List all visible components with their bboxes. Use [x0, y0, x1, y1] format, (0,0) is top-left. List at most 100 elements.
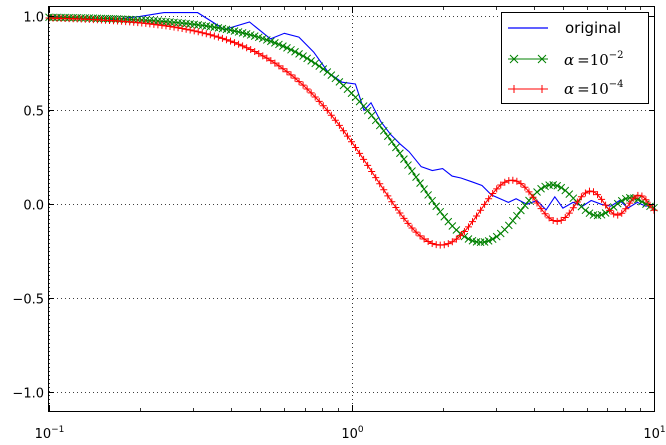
series-alpha-4-marker — [444, 240, 452, 248]
series-alpha-4-marker — [577, 193, 585, 201]
series-alpha-4-marker — [206, 31, 214, 39]
legend-exp-2: −2 — [609, 50, 624, 61]
series-alpha-2-marker — [319, 65, 328, 73]
series-alpha-4-marker — [424, 238, 432, 246]
series-alpha-4-marker — [529, 193, 537, 201]
series-alpha-2-marker — [396, 149, 404, 158]
series-alpha-4-marker — [416, 232, 424, 240]
series-alpha-2-marker — [279, 42, 287, 50]
series-alpha-2-marker — [492, 232, 501, 241]
series-alpha-2-marker — [387, 137, 396, 146]
series-alpha-4-marker — [646, 201, 654, 209]
series-alpha-2-marker — [371, 116, 380, 125]
series-alpha-2-marker — [557, 183, 566, 192]
series-alpha-2-marker — [440, 212, 449, 221]
series-alpha-4-marker — [460, 228, 468, 236]
series-alpha-4-marker — [545, 214, 553, 222]
series-alpha-4-marker — [343, 132, 351, 140]
series-alpha-4-marker — [420, 235, 428, 243]
series-alpha-4-marker — [541, 210, 549, 218]
series-alpha-4-marker — [396, 209, 404, 217]
series-alpha-4-marker — [489, 190, 497, 198]
series-alpha-4-marker — [352, 144, 360, 152]
series-alpha-2-marker — [383, 132, 392, 141]
series-alpha-4-marker — [154, 21, 162, 29]
y-tick-label: −0.5 — [12, 293, 44, 308]
series-original-line — [48, 12, 655, 211]
x-tick-label: 100 — [341, 425, 364, 442]
series-alpha-4-marker — [356, 149, 364, 157]
series-alpha-2-marker — [553, 181, 562, 190]
legend-eq-2: =10 — [577, 51, 609, 69]
legend-swatch-marker — [509, 54, 519, 64]
y-tick-label: 1.0 — [23, 11, 44, 26]
series-alpha-2-marker — [303, 54, 311, 63]
series-alpha-2-marker — [613, 199, 622, 208]
series-alpha-4-marker — [509, 176, 517, 184]
series-alpha-4-marker — [590, 188, 597, 196]
series-alpha-4-marker — [622, 205, 630, 213]
y-tick-label: 0.0 — [23, 199, 44, 214]
legend-label-original: original — [565, 19, 621, 37]
series-alpha-4-marker — [227, 37, 234, 45]
series-alpha-4-marker — [214, 33, 222, 41]
series-alpha-4-marker — [630, 194, 638, 202]
series-alpha-4-marker — [327, 111, 335, 119]
legend-eq-4: =10 — [577, 80, 609, 98]
series-alpha-2-marker — [262, 36, 271, 44]
legend-exp-4: −4 — [609, 79, 624, 90]
series-alpha-4-marker — [166, 23, 174, 31]
series-alpha-2-marker — [323, 68, 332, 76]
series-alpha-4-marker — [222, 36, 230, 44]
legend-swatch-marker — [510, 85, 518, 93]
series-alpha-4-marker — [315, 97, 323, 105]
series-alpha-4-marker — [464, 223, 472, 231]
series-alpha-2-marker — [307, 57, 316, 65]
legend: original α =10−2 α =10−4 — [501, 12, 649, 104]
series-alpha-2-marker — [533, 188, 541, 196]
series-alpha-4-marker — [392, 203, 400, 211]
legend-alpha-symbol-2: α — [564, 51, 574, 69]
series-alpha-2-marker — [266, 37, 275, 46]
series-alpha-4-marker — [275, 62, 283, 70]
series-alpha-4-marker — [412, 228, 420, 236]
series-alpha-2-marker — [379, 126, 388, 135]
series-alpha-2-marker — [375, 121, 384, 130]
series-alpha-4-marker — [194, 28, 202, 36]
series-alpha-4-marker — [158, 21, 166, 29]
series-alpha-4-marker — [331, 116, 339, 124]
series-alpha-4-marker — [263, 54, 271, 62]
series-alpha-2-marker — [420, 185, 428, 193]
y-tick-label: −1.0 — [12, 387, 44, 402]
series-alpha-4-marker — [408, 224, 416, 232]
series-alpha-4-marker — [291, 74, 299, 82]
series-alpha-4-marker — [594, 191, 602, 199]
series-alpha-4-marker — [497, 181, 505, 189]
series-alpha-4-marker — [581, 189, 589, 197]
series-alpha-4-marker — [573, 198, 581, 206]
series-alpha-4-marker — [198, 29, 206, 37]
series-alpha-4-marker — [493, 185, 501, 193]
series-alpha-4-marker — [626, 199, 634, 207]
series-alpha-2-marker — [271, 38, 279, 47]
series-alpha-4-marker — [303, 85, 311, 93]
series-alpha-2-marker — [508, 216, 517, 225]
series-alpha-4-marker — [360, 155, 368, 163]
series-alpha-4-marker — [364, 161, 372, 169]
series-alpha-2-marker — [408, 167, 416, 175]
series-alpha-2-marker — [416, 179, 424, 187]
legend-swatch-alpha-2 — [508, 54, 548, 64]
plot-series — [45, 12, 658, 249]
series-alpha-4-marker — [598, 195, 606, 203]
series-alpha-4-marker — [614, 211, 622, 219]
series-alpha-2-marker — [291, 47, 299, 56]
series-alpha-4-marker — [255, 50, 263, 58]
series-alpha-2-marker — [327, 71, 336, 79]
series-alpha-4-marker — [638, 192, 646, 200]
series-alpha-4-marker — [404, 219, 412, 227]
tick-marks — [49, 7, 655, 411]
series-alpha-4-marker — [335, 121, 343, 129]
legend-label-alpha-4: α =10−4 — [564, 79, 624, 98]
series-alpha-2-marker — [400, 155, 408, 163]
legend-swatch-marker — [537, 54, 547, 64]
